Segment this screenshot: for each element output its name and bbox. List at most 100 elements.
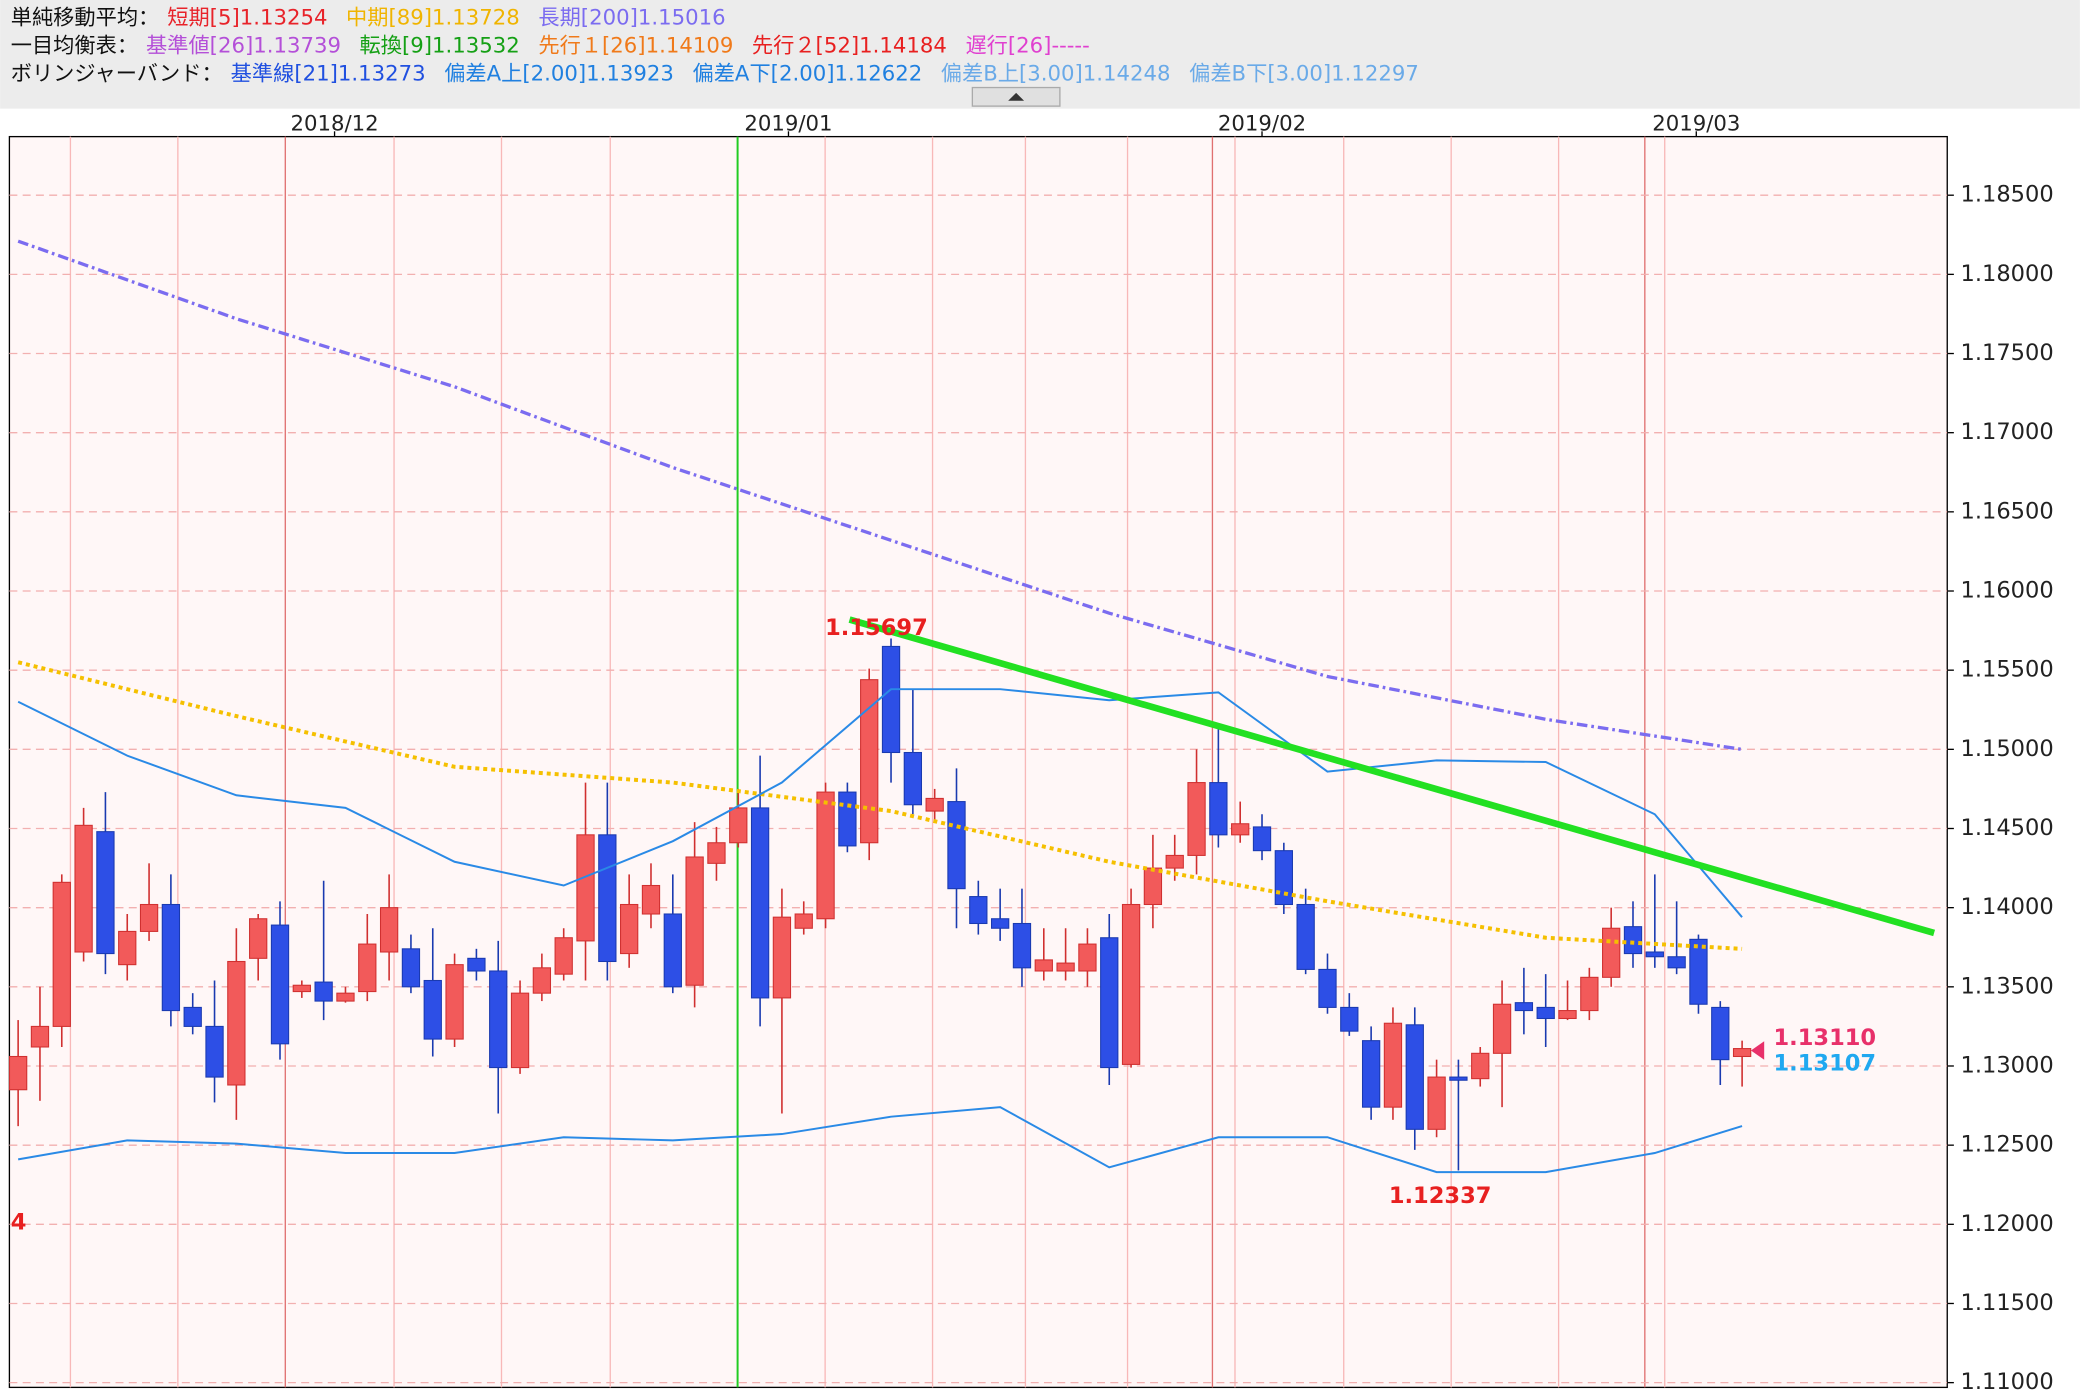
candle-body [663, 913, 682, 988]
candle-body [1361, 1040, 1381, 1108]
candle-body [74, 824, 93, 953]
candle-body [183, 1006, 202, 1027]
collapse-icon [1008, 92, 1025, 101]
indicator-line [848, 616, 1936, 937]
y-tick-label: 1.14500 [1961, 815, 2054, 841]
price-annotation: 1.13107 [1773, 1050, 1876, 1076]
candle-body [1100, 937, 1119, 1069]
x-tick-label: 2019/01 [744, 112, 832, 137]
candle-body [1143, 867, 1163, 906]
candle-body [1492, 1003, 1512, 1054]
candle-body [30, 1025, 50, 1048]
y-tick-label: 1.16000 [1961, 578, 2054, 604]
candle-body [423, 979, 442, 1040]
candle-body [1078, 943, 1097, 972]
plot-area [8, 135, 1948, 1389]
candle-body [1536, 1006, 1555, 1020]
candle-body [96, 831, 115, 955]
legend-item: 偏差A上[2.00]1.13923 [444, 61, 674, 86]
legend-label: 単純移動平均： [11, 6, 160, 31]
price-annotation: 1.15697 [825, 615, 928, 641]
candle-body [1689, 938, 1708, 1005]
legend-item: 転換[9]1.13532 [360, 33, 520, 58]
candle-body [1645, 951, 1664, 958]
legend-item: 基準線[21]1.13273 [231, 61, 426, 86]
candle-body [990, 918, 1010, 929]
candle-body [336, 992, 355, 1002]
legend-line: 一目均衡表： 基準値[26]1.13739 転換[9]1.13532 先行１[26]1… [11, 33, 1090, 58]
candle-body [1602, 927, 1621, 978]
y-tick-label: 1.18500 [1961, 182, 2054, 208]
legend-item: 偏差B下[3.00]1.12297 [1189, 61, 1419, 86]
y-tick-label: 1.16500 [1961, 498, 2054, 524]
candle-body [860, 679, 879, 844]
legend-item: 短期[5]1.13254 [167, 6, 327, 31]
candle-body [1252, 826, 1272, 852]
candle-body [1231, 823, 1250, 836]
candle-body [1187, 782, 1206, 856]
candle-body [467, 957, 486, 972]
candle-body [510, 992, 530, 1069]
candle-body [772, 916, 792, 999]
candle-body [1383, 1022, 1403, 1108]
candle-body [227, 960, 246, 1086]
candle-body [1274, 850, 1293, 906]
y-tick-label: 1.11500 [1961, 1290, 2054, 1316]
y-tick-label: 1.11000 [1961, 1369, 2054, 1395]
y-tick-label: 1.18000 [1961, 261, 2054, 287]
x-tick-label: 2019/03 [1652, 112, 1740, 137]
candle-body [249, 918, 268, 959]
candle-body [1449, 1076, 1468, 1081]
candle-body [161, 903, 181, 1012]
marks [8, 239, 1936, 1174]
candle-body [947, 801, 966, 890]
candle-body [292, 984, 311, 993]
price-annotation: 4 [11, 1209, 27, 1235]
candle-body [620, 903, 639, 955]
y-tick-label: 1.15000 [1961, 736, 2054, 762]
candle-body [641, 884, 661, 915]
candle-body [532, 967, 552, 994]
candle-body [1012, 922, 1032, 969]
legend-item: 中期[89]1.13728 [346, 6, 520, 31]
candle-body [1209, 782, 1228, 836]
candle-body [1471, 1052, 1490, 1080]
candle-body [1558, 1010, 1577, 1020]
legend-item: 基準値[26]1.13739 [146, 33, 341, 58]
price-marker [1750, 1041, 1765, 1060]
candle-body [925, 797, 944, 812]
candle-body [838, 791, 857, 847]
candle-body [1514, 1002, 1534, 1012]
y-tick-label: 1.12500 [1961, 1132, 2054, 1158]
candle-body [554, 937, 573, 975]
candle-body [1623, 926, 1643, 955]
indicator-line [17, 688, 1743, 918]
indicator-line [17, 1106, 1743, 1174]
legend-item: 先行２[52]1.14184 [752, 33, 947, 58]
candle-body [1580, 976, 1599, 1012]
x-tick-label: 2018/12 [290, 112, 378, 137]
candle-body [1165, 854, 1184, 869]
y-tick-label: 1.17000 [1961, 419, 2054, 445]
candle-body [401, 948, 421, 988]
price-annotation: 1.12337 [1389, 1183, 1492, 1209]
candle-body [1296, 903, 1315, 970]
legend-line: 単純移動平均： 短期[5]1.13254 中期[89]1.13728 長期[200]1… [11, 6, 726, 31]
candle-body [794, 913, 813, 929]
y-tick-label: 1.15500 [1961, 657, 2054, 683]
y-tick-label: 1.13000 [1961, 1052, 2054, 1078]
y-tick-label: 1.13500 [1961, 973, 2054, 999]
candle-body [707, 842, 726, 864]
candle-body [1427, 1076, 1446, 1130]
candle-body [445, 964, 464, 1040]
y-tick-label: 1.12000 [1961, 1211, 2054, 1237]
candle-body [1405, 1024, 1424, 1130]
legend-label: 一目均衡表： [11, 33, 138, 58]
candle-body [1711, 1006, 1730, 1061]
candle-body [598, 834, 617, 963]
candle-body [8, 1055, 28, 1091]
indicator-line [17, 660, 1743, 951]
legend-item: 先行１[26]1.14109 [538, 33, 733, 58]
candle-body [576, 834, 595, 942]
